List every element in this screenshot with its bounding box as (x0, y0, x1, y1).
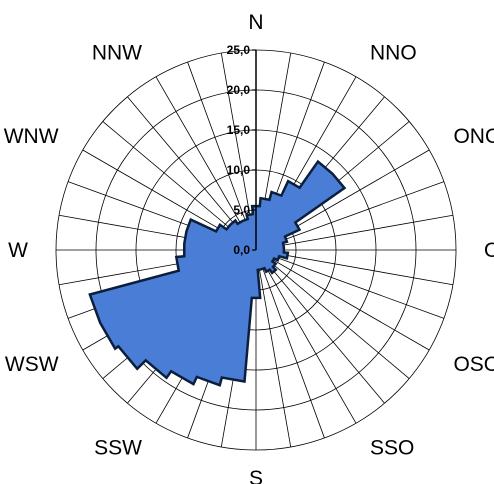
radial-tick-label: 10,0 (227, 163, 251, 177)
spoke-line (255, 249, 325, 439)
direction-label-n: N (248, 11, 263, 34)
direction-label-nno: NNO (370, 42, 417, 65)
spoke-line (155, 76, 257, 251)
radial-tick-label: 20,0 (227, 83, 251, 97)
direction-label-sso: SSO (370, 436, 414, 459)
radial-tick-label: 25,0 (227, 43, 251, 57)
radial-tick-label: 5,0 (233, 203, 250, 217)
spoke-line (255, 181, 445, 251)
radial-tick-label: 15,0 (227, 123, 251, 137)
radial-tick-label: 0,0 (233, 243, 250, 257)
spoke-line (255, 249, 357, 424)
label-layer: 0,0 5,0 10,0 15,0 20,0 25,0 N NNO ONO O OSO SSO S SSW… (4, 11, 494, 484)
direction-label-wnw: WNW (4, 125, 59, 148)
spoke-line (255, 249, 385, 404)
direction-label-ono: ONO (453, 125, 494, 148)
wind-frequency-area (88, 159, 347, 387)
axis-layer (252, 49, 257, 251)
spoke-line (255, 249, 292, 448)
direction-label-o: O (484, 239, 494, 262)
direction-label-ssw: SSW (94, 436, 142, 459)
spoke-line (255, 249, 454, 286)
direction-label-wsw: WSW (5, 353, 59, 376)
spoke-line (255, 249, 410, 379)
direction-label-nnw: NNW (92, 42, 142, 65)
direction-label-s: S (249, 467, 263, 484)
direction-label-oso: OSO (453, 353, 494, 376)
series-layer (88, 159, 347, 387)
direction-label-w: W (8, 239, 28, 262)
spoke-line (255, 214, 454, 251)
spoke-line (187, 61, 257, 251)
spoke-line (255, 249, 445, 319)
spoke-line (255, 249, 430, 351)
